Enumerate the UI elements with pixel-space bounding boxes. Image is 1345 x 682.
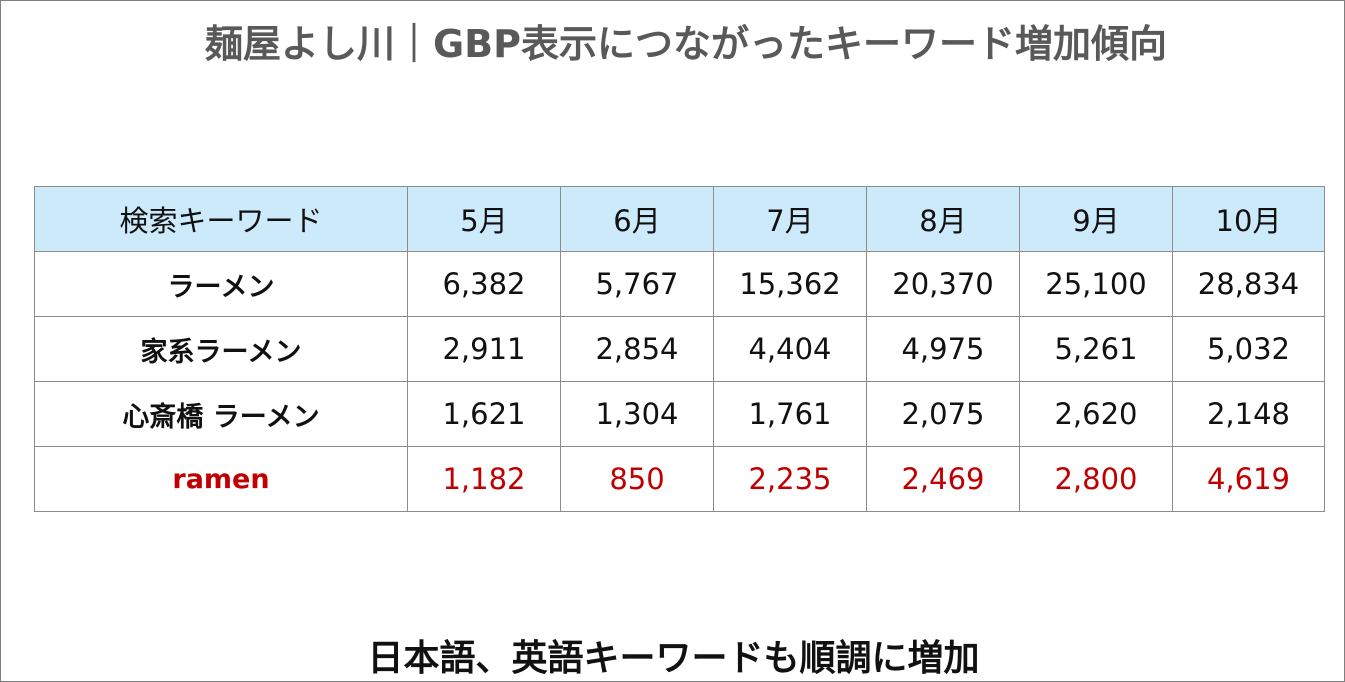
keyword-cell: 心斎橋 ラーメン bbox=[34, 381, 408, 447]
count-cell: 4,404 bbox=[713, 316, 867, 382]
count-cell: 5,261 bbox=[1019, 316, 1173, 382]
column-header: 検索キーワード bbox=[34, 186, 408, 252]
count-cell: 5,032 bbox=[1172, 316, 1325, 382]
count-cell: 5,767 bbox=[560, 251, 714, 317]
count-cell: 2,854 bbox=[560, 316, 714, 382]
count-cell: 15,362 bbox=[713, 251, 867, 317]
count-cell: 20,370 bbox=[866, 251, 1020, 317]
count-cell: 4,619 bbox=[1172, 446, 1325, 512]
count-cell: 28,834 bbox=[1172, 251, 1325, 317]
column-header: 10月 bbox=[1172, 186, 1325, 252]
column-header: 7月 bbox=[713, 186, 867, 252]
column-header: 8月 bbox=[866, 186, 1020, 252]
count-cell: 2,469 bbox=[866, 446, 1020, 512]
column-header: 9月 bbox=[1019, 186, 1173, 252]
table-row: ラーメン 6,382 5,767 15,362 20,370 25,100 28,834 bbox=[34, 251, 1325, 317]
title: 麺屋よし川｜GBP表示につながったキーワード増加傾向 bbox=[204, 22, 1167, 66]
count-cell: 2,911 bbox=[407, 316, 561, 382]
table-row: 心斎橋 ラーメン 1,621 1,304 1,761 2,075 2,620 2,148 bbox=[34, 381, 1325, 447]
count-cell: 4,975 bbox=[866, 316, 1020, 382]
count-cell: 1,761 bbox=[713, 381, 867, 447]
count-cell: 25,100 bbox=[1019, 251, 1173, 317]
count-cell: 2,148 bbox=[1172, 381, 1325, 447]
keyword-cell: ラーメン bbox=[34, 251, 408, 317]
count-cell: 6,382 bbox=[407, 251, 561, 317]
keyword-table: 検索キーワード 5月 6月 7月 8月 9月 10月 ラーメン 6,382 5,767 15,36… bbox=[34, 186, 1325, 512]
count-cell: 1,182 bbox=[407, 446, 561, 512]
column-header: 5月 bbox=[407, 186, 561, 252]
count-cell: 1,621 bbox=[407, 381, 561, 447]
table-row: 家系ラーメン 2,911 2,854 4,404 4,975 5,261 5,032 bbox=[34, 316, 1325, 382]
footer-text: 日本語、英語キーワードも順調に増加 bbox=[367, 638, 980, 679]
count-cell: 2,800 bbox=[1019, 446, 1173, 512]
table-body: ラーメン 6,382 5,767 15,362 20,370 25,100 28,834 家系… bbox=[34, 251, 1325, 512]
header-row: 検索キーワード 5月 6月 7月 8月 9月 10月 bbox=[34, 186, 1325, 252]
column-header: 6月 bbox=[560, 186, 714, 252]
count-cell: 2,235 bbox=[713, 446, 867, 512]
count-cell: 2,620 bbox=[1019, 381, 1173, 447]
table-row: ramen 1,182 850 2,235 2,469 2,800 4,619 bbox=[34, 446, 1325, 512]
keyword-cell: ramen bbox=[34, 446, 408, 512]
count-cell: 1,304 bbox=[560, 381, 714, 447]
count-cell: 850 bbox=[560, 446, 714, 512]
keyword-cell: 家系ラーメン bbox=[34, 316, 408, 382]
count-cell: 2,075 bbox=[866, 381, 1020, 447]
